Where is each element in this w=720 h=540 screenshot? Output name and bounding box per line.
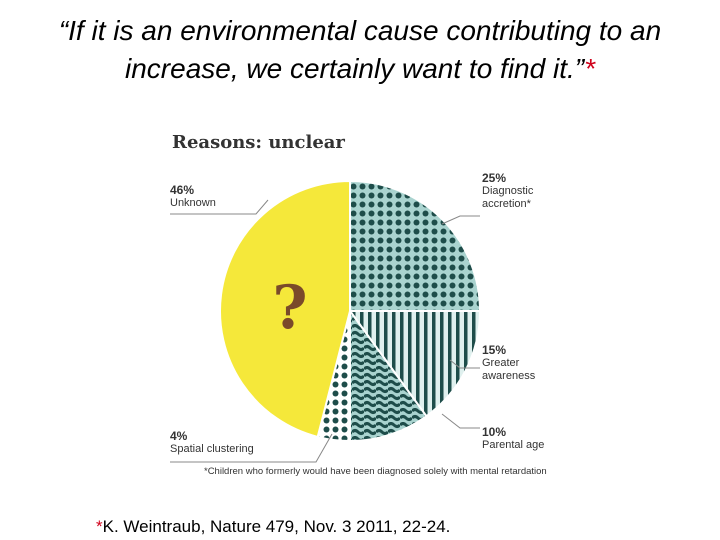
label-spatial-clustering: 4% Spatial clustering [170,430,254,456]
pct-greater-awareness: 15% [482,343,507,357]
label-parental-age: 10% Parental age [482,426,560,452]
pct-unknown: 46% [170,183,195,197]
citation-asterisk: * [96,517,103,536]
citation: *K. Weintraub, Nature 479, Nov. 3 2011, … [96,517,450,537]
label-unknown: 46% Unknown [170,184,216,210]
leader-line [170,199,269,215]
question-mark: ? [272,273,307,343]
leader-line [170,433,333,463]
citation-text: K. Weintraub, Nature 479, Nov. 3 2011, 2… [102,517,451,536]
pie-svg: ? [170,179,482,463]
chart-title: Reasons: unclear [172,132,345,153]
label-greater-awareness: 15% Greater awareness [482,344,560,383]
chart-footnote: *Children who formerly would have been d… [204,466,547,477]
pie-slice-parental-age [349,307,428,443]
pie-chart: Reasons: unclear ? 46% [160,128,560,483]
pie-slice-diagnostic-accretion [349,179,482,312]
quote-text: “If it is an environmental cause contrib… [58,15,662,84]
name-parental-age: Parental age [482,439,545,451]
slide-quote: “If it is an environmental cause contrib… [0,12,720,88]
leader-line [441,215,480,225]
name-unknown: Unknown [170,197,216,209]
pct-spatial-clustering: 4% [170,429,188,443]
pct-diagnostic-accretion: 25% [482,171,507,185]
pie-slice-greater-awareness [348,310,482,418]
pct-parental-age: 10% [482,425,507,439]
pie-slice-unknown [219,179,351,439]
leader-line [441,413,480,429]
quote-asterisk: * [584,53,595,84]
label-diagnostic-accretion: 25% Diagnostic accretion* [482,172,560,211]
leader-line [449,359,480,369]
name-greater-awareness: Greater awareness [482,357,536,382]
name-diagnostic-accretion: Diagnostic accretion* [482,185,534,210]
name-spatial-clustering: Spatial clustering [170,443,254,455]
